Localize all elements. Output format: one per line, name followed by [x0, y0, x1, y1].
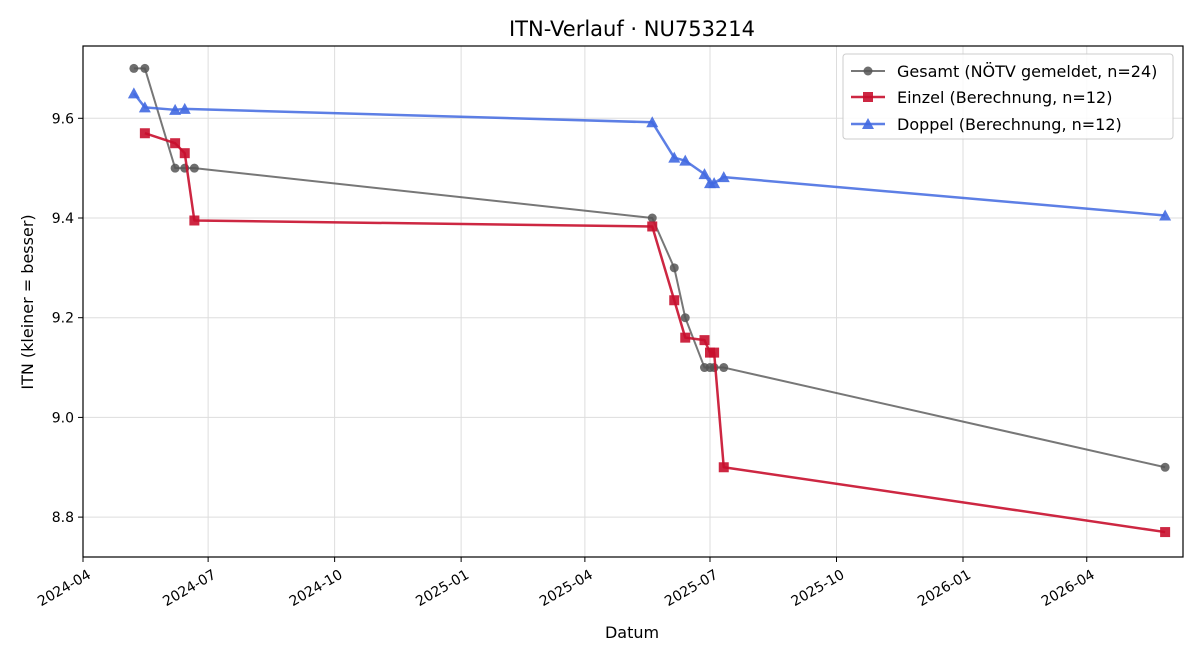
y-tick-label: 9.6	[52, 111, 74, 127]
series-layer	[127, 63, 1172, 538]
data-point-doppel	[698, 168, 711, 180]
legend-marker-gesamt	[863, 66, 873, 76]
data-point-doppel	[1159, 209, 1172, 221]
series-einzel	[139, 128, 1171, 538]
y-tick-label: 9.2	[52, 311, 74, 327]
chart-title: ITN-Verlauf · NU753214	[509, 17, 755, 41]
x-axis-label: Datum	[605, 623, 659, 642]
data-point-einzel	[647, 221, 658, 232]
y-tick-label: 9.0	[52, 410, 74, 426]
data-point-doppel	[668, 151, 681, 163]
data-point-doppel	[646, 116, 659, 128]
data-point-gesamt	[647, 213, 657, 223]
data-point-einzel	[669, 295, 680, 306]
data-point-einzel	[1160, 527, 1171, 538]
data-point-gesamt	[140, 63, 150, 73]
data-point-doppel	[127, 87, 140, 99]
data-point-gesamt	[189, 163, 199, 173]
y-axis-ticks: 8.8 9.0 9.2 9.4 9.6	[52, 111, 83, 526]
data-point-einzel	[699, 335, 710, 346]
data-point-gesamt	[680, 313, 690, 323]
data-point-gesamt	[129, 63, 139, 73]
legend-box	[842, 53, 1174, 140]
data-point-doppel	[178, 102, 191, 114]
data-point-einzel	[189, 215, 200, 226]
data-point-einzel	[170, 138, 181, 149]
data-point-einzel	[139, 128, 150, 139]
data-point-einzel	[709, 347, 720, 358]
data-point-einzel	[718, 462, 729, 473]
legend-label-gesamt: Gesamt (NÖTV gemeldet, n=24)	[897, 62, 1157, 81]
y-tick-label: 9.4	[52, 211, 74, 227]
legend-label-doppel: Doppel (Berechnung, n=12)	[897, 115, 1122, 134]
series-doppel	[127, 87, 1172, 221]
data-point-gesamt	[669, 263, 679, 273]
legend-marker-einzel	[863, 92, 873, 102]
legend-marker-doppel	[862, 118, 874, 129]
data-point-doppel	[169, 103, 182, 115]
legend-entry-doppel: Doppel (Berechnung, n=12)	[851, 115, 1122, 134]
legend-label-einzel: Einzel (Berechnung, n=12)	[897, 88, 1112, 107]
data-point-gesamt	[719, 363, 729, 373]
data-point-doppel	[679, 154, 692, 166]
data-point-einzel	[680, 332, 691, 343]
legend-entry-gesamt: Gesamt (NÖTV gemeldet, n=24)	[851, 62, 1157, 81]
data-point-gesamt	[1160, 462, 1170, 472]
data-point-doppel	[717, 171, 730, 183]
data-point-gesamt	[170, 163, 180, 173]
legend-entry-einzel: Einzel (Berechnung, n=12)	[851, 88, 1112, 107]
data-point-einzel	[179, 148, 190, 159]
plot-frame	[82, 45, 1184, 558]
y-tick-label: 8.8	[52, 510, 74, 526]
legend: Gesamt (NÖTV gemeldet, n=24) Einzel (Ber…	[842, 53, 1174, 140]
data-point-doppel	[138, 101, 151, 113]
data-point-doppel	[708, 177, 721, 189]
y-axis-label: ITN (kleiner = besser)	[18, 214, 37, 389]
